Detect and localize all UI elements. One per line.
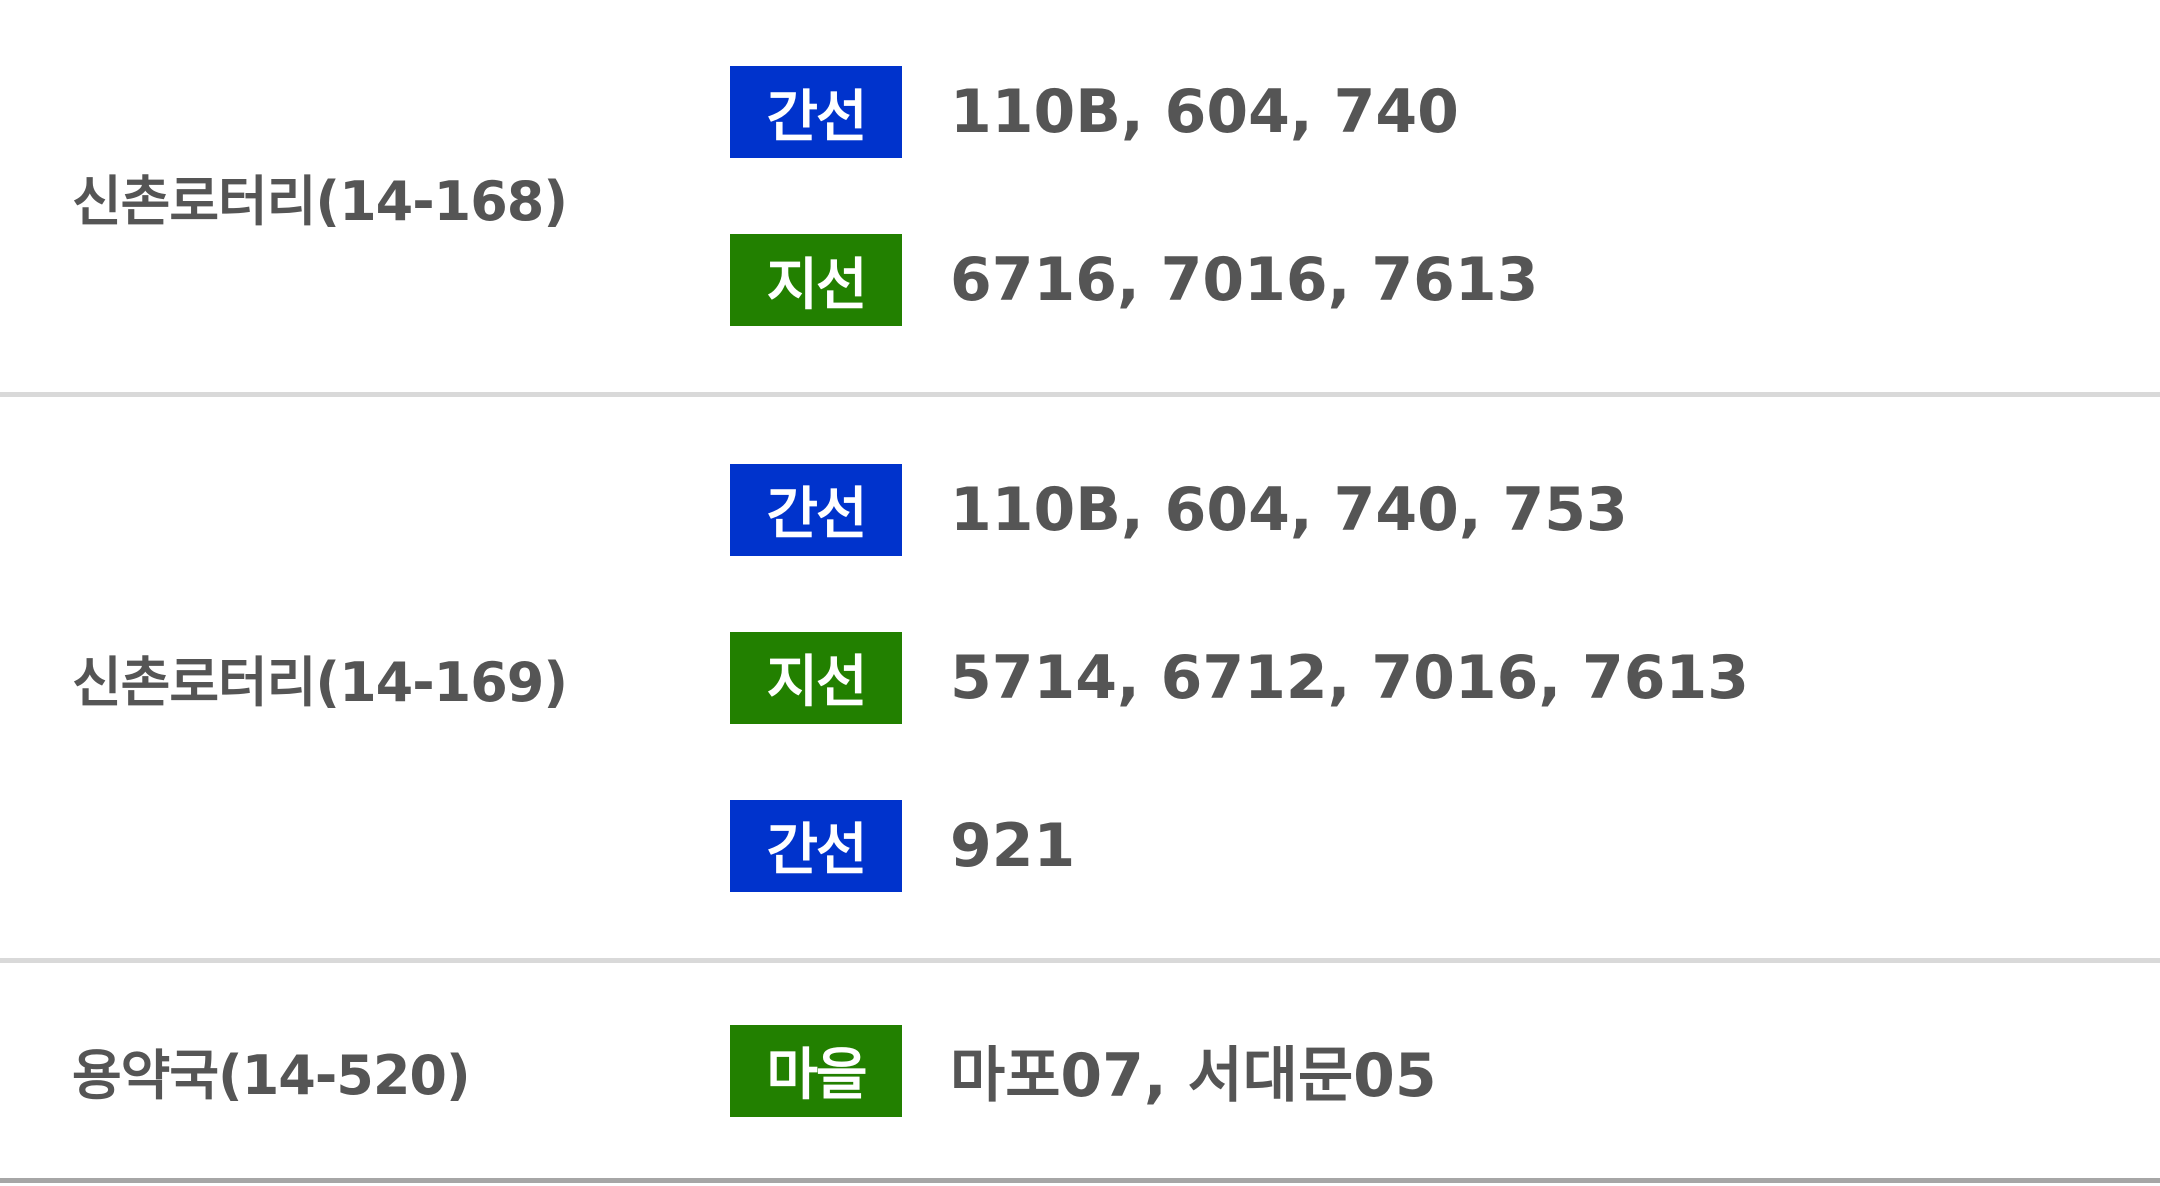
route-numbers: 6716, 7016, 7613	[950, 245, 1539, 315]
route-line: 간선 110B, 604, 740, 753	[730, 426, 1749, 594]
stop-name: 용약국(14-520)	[72, 1044, 471, 1107]
route-numbers: 921	[950, 810, 1076, 881]
route-numbers: 110B, 604, 740	[950, 77, 1459, 147]
route-line: 간선 110B, 604, 740	[730, 28, 1538, 196]
route-line: 지선 5714, 6712, 7016, 7613	[730, 594, 1749, 762]
route-line: 마을 마포07, 서대문05	[730, 971, 1437, 1171]
stop-group-3: 용약국(14-520) 마을 마포07, 서대문05	[0, 963, 2160, 1183]
stop-group-1: 신촌로터리(14-168) 간선 110B, 604, 740 지선 6716,…	[0, 0, 2160, 397]
route-type-badge: 간선	[730, 66, 902, 158]
route-type-badge: 마을	[730, 1024, 902, 1117]
route-type-badge: 지선	[730, 234, 902, 326]
route-type-badge: 간선	[730, 799, 902, 892]
route-numbers: 마포07, 서대문05	[950, 1041, 1437, 1111]
route-type-badge: 간선	[730, 463, 902, 556]
route-numbers: 5714, 6712, 7016, 7613	[950, 642, 1750, 713]
route-list-container: 간선 110B, 604, 740, 753 지선 5714, 6712, 70…	[730, 426, 1749, 930]
route-numbers: 110B, 604, 740, 753	[950, 474, 1628, 545]
stop-name: 신촌로터리(14-168)	[72, 169, 568, 233]
route-type-badge: 지선	[730, 631, 902, 724]
route-list-container: 간선 110B, 604, 740 지선 6716, 7016, 7613	[730, 28, 1538, 364]
route-line: 지선 6716, 7016, 7613	[730, 196, 1538, 364]
stop-group-2: 신촌로터리(14-169) 간선 110B, 604, 740, 753 지선 …	[0, 397, 2160, 963]
stop-name: 신촌로터리(14-169)	[72, 651, 568, 714]
route-list-container: 마을 마포07, 서대문05	[730, 971, 1437, 1171]
route-line: 간선 921	[730, 762, 1749, 930]
